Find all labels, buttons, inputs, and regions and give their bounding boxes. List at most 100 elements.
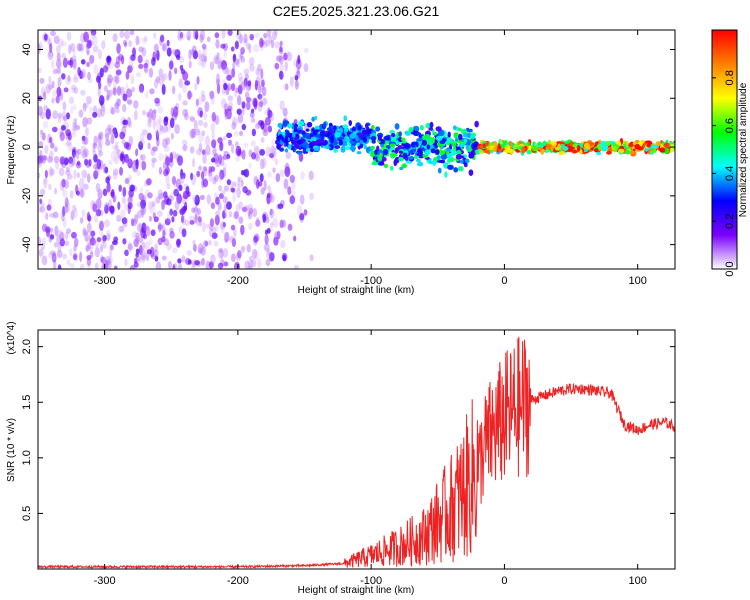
heatmap-cell (72, 48, 76, 57)
heatmap-cell (49, 43, 53, 53)
heatmap-cell (61, 52, 66, 59)
heatmap-cell (116, 148, 121, 159)
heatmap-cell (238, 76, 245, 86)
heatmap-cell (319, 130, 326, 137)
heatmap-cell (650, 149, 657, 153)
heatmap-cell (246, 101, 251, 111)
heatmap-cell (75, 149, 80, 160)
heatmap-cell (116, 86, 122, 96)
heatmap-cell (237, 72, 243, 82)
heatmap-cell (105, 255, 111, 266)
heatmap-cell (295, 58, 302, 70)
heatmap-cell (158, 153, 164, 161)
heatmap-cell (157, 189, 164, 200)
heatmap-cell (213, 192, 218, 200)
heatmap-cell (159, 124, 164, 132)
heatmap-cell (96, 158, 102, 170)
heatmap-cell (230, 253, 236, 263)
heatmap-cell (458, 133, 463, 141)
heatmap-cell (211, 111, 216, 122)
heatmap-cell (92, 111, 98, 118)
heatmap-cell (253, 44, 260, 53)
heatmap-cell (174, 49, 181, 58)
heatmap-cell (583, 142, 590, 150)
heatmap-cell (57, 113, 62, 123)
heatmap-cell (146, 178, 152, 186)
heatmap-cell (148, 107, 153, 119)
heatmap-cell (105, 139, 111, 147)
heatmap-cell (98, 131, 104, 140)
heatmap-cell (79, 251, 83, 263)
heatmap-cell (138, 63, 144, 70)
heatmap-cell (409, 149, 413, 155)
heatmap-cell (233, 89, 238, 98)
heatmap-cell (66, 173, 73, 180)
heatmap-cell (81, 169, 88, 179)
heatmap-cell (197, 60, 204, 66)
heatmap-cell (421, 139, 428, 147)
heatmap-cell (238, 130, 244, 136)
heatmap-cell (267, 107, 271, 116)
heatmap-cell (415, 141, 419, 148)
heatmap-cell (244, 91, 250, 99)
heatmap-cell (52, 211, 59, 219)
heatmap-cell (289, 195, 296, 205)
heatmap-cell (39, 188, 46, 196)
heatmap-cell (342, 124, 349, 129)
heatmap-cell (48, 84, 54, 90)
heatmap-cell (99, 243, 104, 253)
heatmap-cell (55, 95, 60, 104)
heatmap-cell (171, 216, 175, 223)
heatmap-cell (391, 132, 396, 138)
heatmap-cell (128, 121, 133, 129)
heatmap-cell (100, 106, 106, 117)
heatmap-cell (161, 199, 165, 211)
heatmap-cell (50, 227, 54, 234)
heatmap-cell (169, 208, 174, 216)
heatmap-cell (237, 176, 241, 187)
heatmap-cell (180, 168, 184, 180)
heatmap-cell (98, 136, 104, 148)
heatmap-cell (48, 136, 53, 144)
heatmap-cell (92, 142, 96, 153)
heatmap-cell (189, 146, 195, 154)
heatmap-cell (461, 141, 467, 145)
heatmap-cell (285, 51, 290, 57)
heatmap-cell (111, 240, 118, 246)
heatmap-cell (284, 148, 289, 153)
heatmap-cell (162, 161, 166, 169)
heatmap-cell (38, 160, 43, 169)
heatmap-cell (72, 122, 77, 132)
heatmap-cell (223, 103, 229, 113)
heatmap-cell (65, 228, 72, 235)
heatmap-cell (287, 223, 293, 232)
heatmap-cell (256, 75, 261, 83)
heatmap-cell (163, 191, 168, 201)
heatmap-cell (188, 49, 192, 60)
heatmap-cell (181, 139, 188, 145)
heatmap-cell (85, 245, 89, 252)
heatmap-cell (460, 159, 464, 164)
heatmap-cell (273, 236, 279, 246)
heatmap-cell (295, 80, 299, 88)
heatmap-cell (356, 151, 362, 155)
heatmap-cell (136, 36, 141, 46)
heatmap-cell (254, 79, 258, 91)
heatmap-cell (265, 116, 271, 126)
heatmap-cell (109, 249, 113, 258)
heatmap-cell (129, 184, 136, 192)
heatmap-cell (110, 244, 114, 251)
heatmap-cell (181, 228, 187, 238)
heatmap-cell (94, 247, 100, 258)
heatmap-cell (138, 140, 144, 151)
heatmap-cell (112, 194, 116, 203)
top-x-ticks: -300 -200 -100 0 100 (94, 30, 647, 287)
heatmap-cell (63, 203, 69, 214)
heatmap-cell (344, 128, 349, 132)
heatmap-cell (218, 171, 223, 183)
heatmap-cell (178, 184, 183, 192)
heatmap-cell (189, 48, 195, 56)
heatmap-cell (104, 166, 109, 174)
heatmap-cell (128, 242, 133, 253)
heatmap-cell (135, 35, 140, 46)
